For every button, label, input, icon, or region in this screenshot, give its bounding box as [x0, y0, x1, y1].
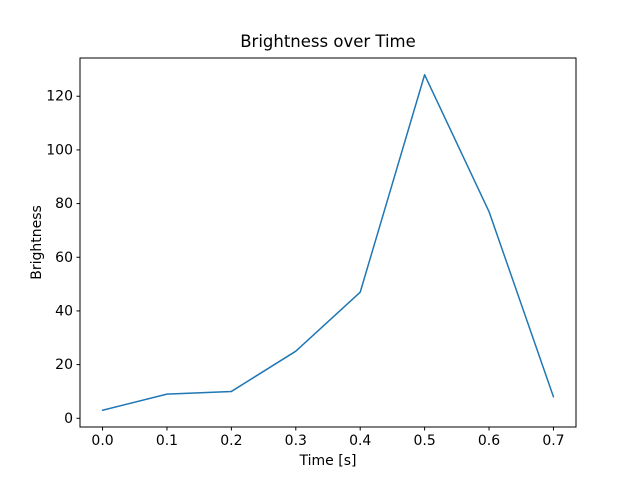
y-tick-label: 60	[55, 250, 73, 266]
y-tick-label: 80	[55, 196, 73, 212]
plot-area	[79, 57, 577, 428]
brightness-line-series	[101, 74, 555, 411]
y-tick-label: 40	[55, 303, 73, 319]
x-tick-label: 0.2	[220, 433, 242, 449]
data-series	[101, 74, 555, 411]
y-tick-label: 0	[64, 411, 73, 427]
axis-ticks: 0.0 0.1 0.2 0.3 0.4 0.5 0.6 0.7 0 20 40 60 80 100 120	[46, 89, 564, 449]
y-tick-label: 20	[55, 357, 73, 373]
x-axis-label: Time [s]	[299, 453, 357, 469]
chart-title: Brightness over Time	[240, 32, 416, 51]
y-tick-label: 120	[46, 89, 73, 105]
x-tick-label: 0.1	[156, 433, 178, 449]
x-tick-label: 0.4	[349, 433, 371, 449]
x-tick-label: 0.7	[542, 433, 564, 449]
y-axis-label: Brightness	[29, 205, 45, 280]
x-tick-label: 0.3	[285, 433, 307, 449]
y-tick-label: 100	[46, 142, 73, 158]
x-tick-label: 0.6	[478, 433, 500, 449]
x-tick-label: 0.5	[413, 433, 435, 449]
x-tick-label: 0.0	[91, 433, 113, 449]
